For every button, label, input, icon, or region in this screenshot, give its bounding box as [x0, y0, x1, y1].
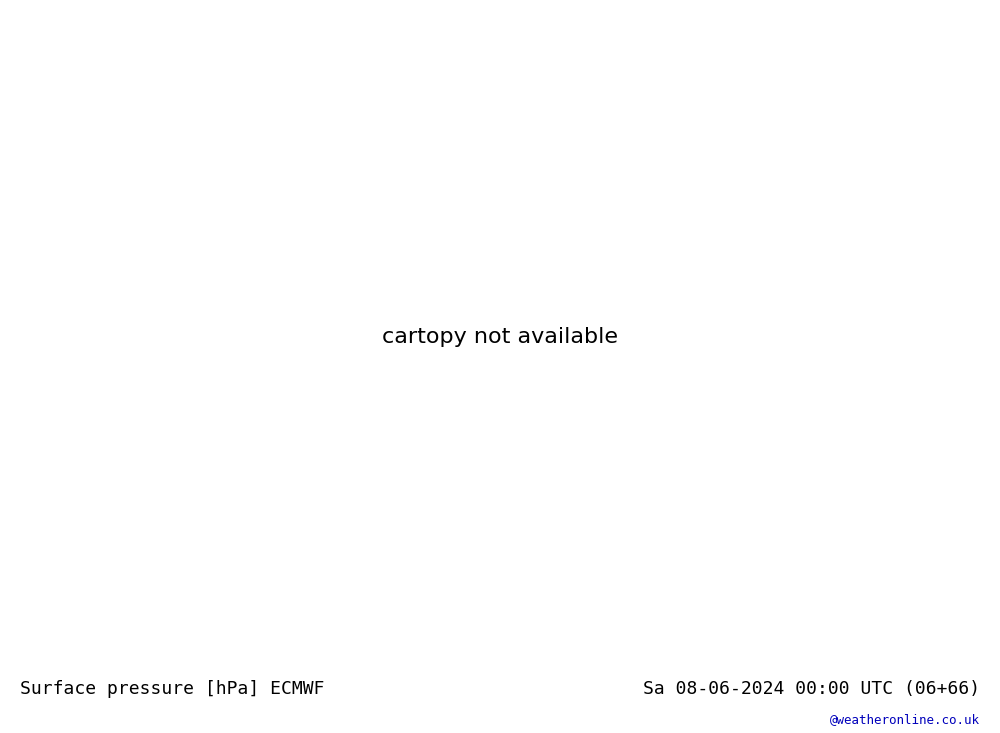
Text: Surface pressure [hPa] ECMWF: Surface pressure [hPa] ECMWF	[20, 680, 324, 698]
Text: @weatheronline.co.uk: @weatheronline.co.uk	[830, 712, 980, 726]
Text: Sa 08-06-2024 00:00 UTC (06+66): Sa 08-06-2024 00:00 UTC (06+66)	[643, 680, 980, 698]
Text: cartopy not available: cartopy not available	[382, 327, 618, 347]
